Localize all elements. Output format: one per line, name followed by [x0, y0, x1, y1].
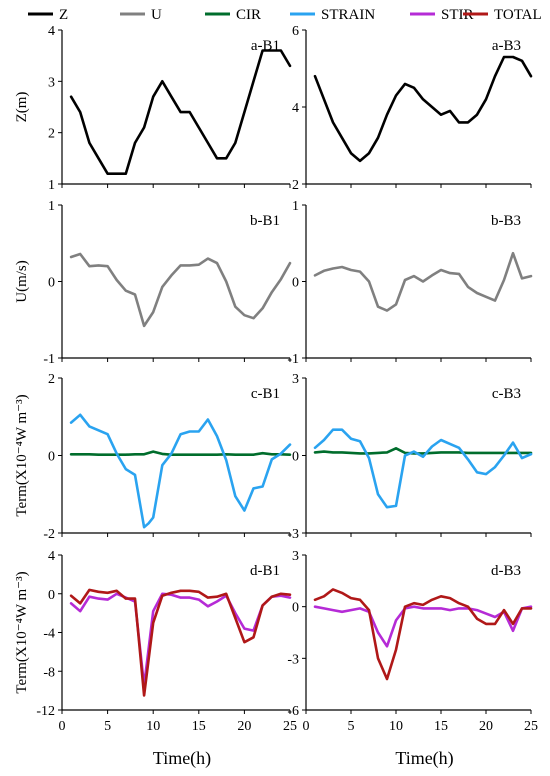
y-tick-label: -6 [287, 704, 299, 719]
legend-item-cir: CIR [205, 7, 261, 23]
series-line-cir [69, 450, 292, 456]
legend-item-stir: STIR [410, 7, 474, 23]
series-line-z [313, 55, 533, 163]
panel-label: b-B3 [491, 213, 521, 229]
y-tick-label: 0 [48, 588, 55, 603]
series-line-z [69, 49, 292, 175]
panel-label: d-B3 [491, 563, 521, 579]
panel-label: d-B1 [250, 563, 280, 579]
series-line-total [69, 588, 292, 697]
y-tick-label: 3 [48, 75, 55, 90]
legend-item-u: U [120, 7, 162, 23]
y-axis-label: Term(X10⁻⁴W m⁻³) [14, 571, 30, 693]
y-axis-label: Term(X10⁻⁴W m⁻³) [14, 394, 30, 516]
x-tick-label: 5 [348, 719, 355, 734]
y-tick-label: -1 [43, 352, 55, 367]
legend-item-z: Z [28, 7, 68, 23]
y-tick-label: -8 [43, 665, 55, 680]
panel-b-b3: -1 0 1 b-B3 [287, 199, 533, 367]
panel-c-b1: -2 0 2 c-B1 Term(X10⁻⁴W m⁻³) [14, 372, 292, 542]
y-tick-label: 3 [292, 549, 299, 564]
panel-label: a-B3 [492, 38, 521, 54]
panel-label: c-B1 [251, 386, 280, 402]
y-tick-label: 4 [292, 101, 299, 116]
panel-d-b3: -6 -3 0 3 0 5 10 15 20 25 d-B3 [287, 549, 538, 734]
y-tick-label: 4 [48, 549, 55, 564]
legend-item-total: TOTAL [463, 7, 542, 23]
legend-label: CIR [236, 7, 261, 23]
y-axis-label: Z(m) [14, 92, 30, 123]
x-tick-label: 25 [524, 719, 538, 734]
series-line-u [313, 251, 533, 312]
x-tick-label: 10 [146, 719, 160, 734]
legend-label: Z [59, 7, 68, 23]
panels: 1234a-B1Z(m)246a-B3-101b-B1U(m/s)-101b-B… [14, 24, 538, 734]
y-tick-label: 4 [48, 24, 55, 39]
y-tick-label: 6 [292, 24, 299, 39]
y-tick-label: -2 [43, 527, 55, 542]
x-tick-label: 0 [59, 719, 66, 734]
legend-label: STRAIN [321, 7, 375, 23]
series-line-stir [69, 592, 292, 688]
x-axis-label-right: Time(h) [395, 748, 453, 769]
y-tick-label: 2 [292, 178, 299, 193]
series-line-stir [313, 605, 533, 648]
y-tick-label: -12 [36, 704, 55, 719]
series-line-total [313, 588, 533, 681]
panel-c-b3: -3 0 3 c-B3 [287, 372, 533, 542]
y-tick-label: -4 [43, 627, 55, 642]
y-tick-label: -3 [287, 527, 299, 542]
x-tick-label: 5 [104, 719, 111, 734]
x-tick-label: 25 [283, 719, 297, 734]
y-tick-label: -3 [287, 652, 299, 667]
x-tick-label: 15 [192, 719, 206, 734]
panel-a-b3: 2 4 6 a-B3 [292, 24, 533, 193]
series-line-strain [313, 428, 533, 509]
panel-label: c-B3 [492, 386, 521, 402]
panel-b-b1: -1 0 1 b-B1 U(m/s) [14, 199, 292, 367]
y-axis-label: U(m/s) [14, 260, 30, 303]
series-line-cir [313, 447, 533, 455]
x-tick-label: 10 [389, 719, 403, 734]
y-tick-label: 1 [48, 199, 55, 214]
y-tick-label: 1 [48, 178, 55, 193]
x-axis-label-left: Time(h) [153, 748, 211, 769]
x-tick-label: 15 [434, 719, 448, 734]
y-tick-label: 0 [292, 601, 299, 616]
y-tick-label: 0 [48, 450, 55, 465]
y-tick-label: 1 [292, 199, 299, 214]
series-line-strain [69, 413, 292, 529]
legend-label: STIR [441, 7, 474, 23]
y-tick-label: 2 [48, 127, 55, 142]
panel-label: b-B1 [250, 213, 280, 229]
legend-label: TOTAL [494, 7, 542, 23]
y-tick-label: 0 [292, 450, 299, 465]
x-tick-label: 20 [237, 719, 251, 734]
legend-item-strain: STRAIN [290, 7, 375, 23]
y-tick-label: -1 [287, 352, 299, 367]
x-tick-label: 0 [303, 719, 310, 734]
x-tick-label: 20 [479, 719, 493, 734]
series-line-u [69, 252, 292, 328]
legend: Z U CIR STRAIN STIR TOTAL [28, 7, 542, 23]
y-tick-label: 0 [292, 276, 299, 291]
y-tick-label: 3 [292, 372, 299, 387]
legend-label: U [151, 7, 162, 23]
panel-d-b1: -12 -8 -4 0 4 0 5 10 15 20 25 d-B1 Term(X10⁻⁴W m⁻³) [14, 549, 297, 734]
y-tick-label: 0 [48, 276, 55, 291]
y-tick-label: 2 [48, 372, 55, 387]
